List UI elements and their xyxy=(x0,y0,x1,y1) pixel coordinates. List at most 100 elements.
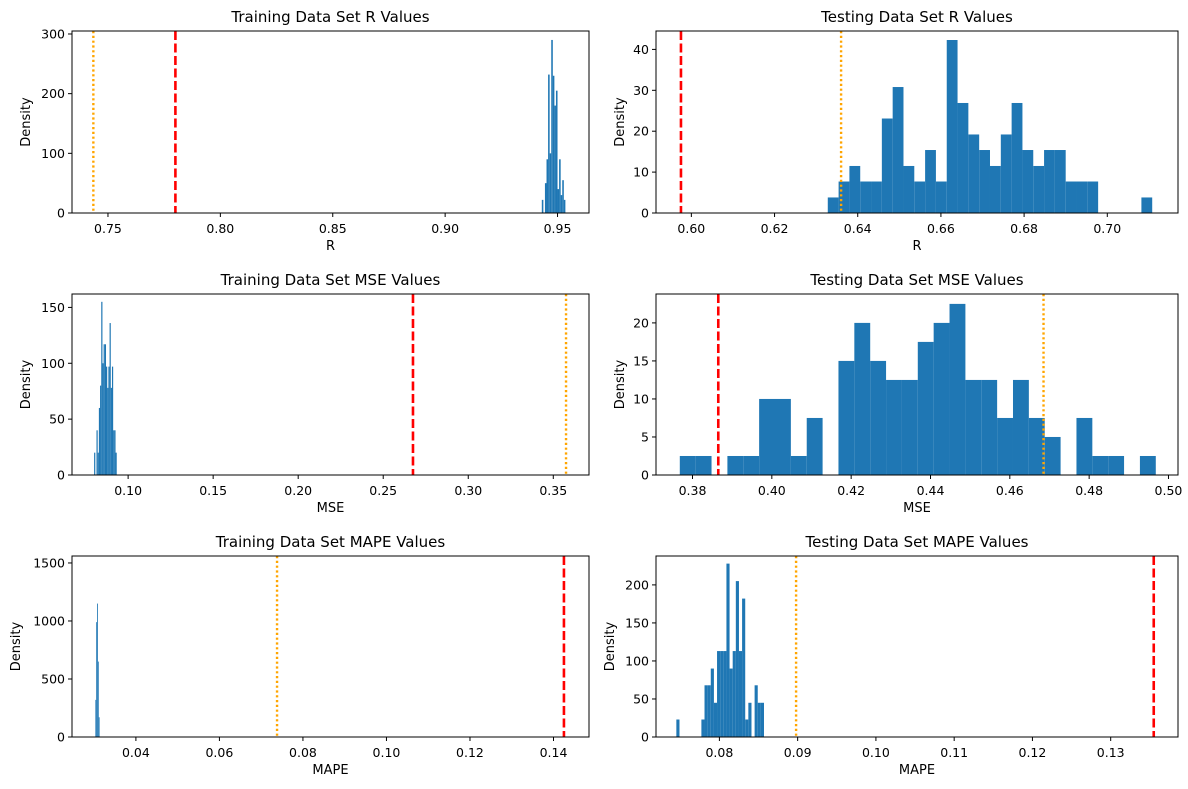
chart-title: Training Data Set MSE Values xyxy=(220,271,441,289)
histogram-bar xyxy=(94,452,96,475)
histogram-bar xyxy=(97,603,98,737)
y-tick-label: 0 xyxy=(641,730,649,745)
histogram-bar xyxy=(981,379,998,475)
histogram-bar xyxy=(806,417,823,475)
histogram-bar xyxy=(544,183,547,213)
y-tick-label: 40 xyxy=(633,42,649,57)
histogram-bar xyxy=(1000,134,1012,213)
x-tick-label: 0.95 xyxy=(544,221,572,236)
y-tick-label: 200 xyxy=(625,577,649,592)
x-tick-label: 0.40 xyxy=(758,483,786,498)
histogram-bar xyxy=(104,344,107,475)
histogram-bar xyxy=(849,165,861,213)
x-tick-label: 0.06 xyxy=(205,745,233,760)
y-tick-label: 1500 xyxy=(33,555,65,570)
histogram-bar xyxy=(100,385,102,475)
histogram-bar xyxy=(107,387,109,475)
histogram-bar xyxy=(903,165,915,213)
y-tick-label: 0 xyxy=(641,206,649,221)
y-tick-label: 10 xyxy=(633,391,649,406)
x-tick-label: 0.90 xyxy=(431,221,459,236)
histogram-bar xyxy=(115,452,117,475)
histogram-bar xyxy=(748,702,752,737)
y-axis-label: Density xyxy=(613,359,628,409)
histogram-bar xyxy=(754,685,758,737)
x-tick-label: 0.42 xyxy=(837,483,865,498)
histogram-bar xyxy=(732,651,736,737)
x-axis-label: MAPE xyxy=(312,763,348,778)
x-tick-label: 0.64 xyxy=(844,221,872,236)
y-tick-label: 50 xyxy=(633,691,649,706)
histogram-bar xyxy=(965,379,982,475)
y-tick-label: 20 xyxy=(633,124,649,139)
x-axis-label: MSE xyxy=(317,501,345,516)
histogram-bar xyxy=(108,366,110,475)
x-tick-label: 0.48 xyxy=(1075,483,1103,498)
histogram-bar xyxy=(757,702,761,737)
histogram-bar xyxy=(707,685,711,737)
histogram-bar xyxy=(1141,197,1153,213)
x-tick-label: 0.25 xyxy=(369,483,397,498)
x-tick-label: 0.12 xyxy=(1019,745,1047,760)
axes-frame xyxy=(71,555,590,738)
histogram-bar xyxy=(838,360,855,475)
y-tick-label: 100 xyxy=(41,356,65,371)
chart-panel-3: 0.10 0.15 0.20 0.25 0.30 0.35 0 50 100 150 Trainin… xyxy=(19,271,590,516)
y-tick-label: 0 xyxy=(641,468,649,483)
y-tick-label: 1000 xyxy=(33,613,65,628)
histogram-bar xyxy=(710,668,714,737)
x-tick-label: 0.46 xyxy=(996,483,1024,498)
chart-title: Testing Data Set R Values xyxy=(820,8,1013,26)
x-tick-label: 0.04 xyxy=(122,745,150,760)
histogram-bar xyxy=(704,685,708,737)
x-tick-label: 0.13 xyxy=(1097,745,1125,760)
y-tick-label: 100 xyxy=(625,653,649,668)
histogram-bar xyxy=(720,651,724,737)
histogram-bar xyxy=(96,430,98,475)
histogram-bar xyxy=(103,344,105,475)
histogram-bar xyxy=(925,150,936,213)
histogram-bar xyxy=(1044,150,1055,213)
histogram-bar xyxy=(101,301,103,475)
histogram-bar xyxy=(552,75,555,213)
histogram-bar xyxy=(1054,150,1066,213)
histogram-bar xyxy=(742,598,746,737)
y-axis-label: Density xyxy=(603,621,618,671)
histogram-bar xyxy=(1076,181,1088,213)
histogram-bar xyxy=(559,159,561,213)
histogram-bar xyxy=(548,74,550,213)
x-tick-label: 0.35 xyxy=(539,483,567,498)
histogram-bar xyxy=(546,159,549,213)
chart-panel-5: 0.04 0.06 0.08 0.10 0.12 0.14 0 500 1000 1500 Trai… xyxy=(9,533,590,778)
chart-title: Training Data Set MAPE Values xyxy=(215,533,446,551)
histogram-bar xyxy=(727,455,744,475)
histogram-bar xyxy=(563,199,566,213)
histogram-bar xyxy=(701,719,705,737)
y-tick-label: 10 xyxy=(633,165,649,180)
y-tick-label: 5 xyxy=(641,429,649,444)
histogram-bar xyxy=(1011,102,1023,213)
x-tick-label: 0.44 xyxy=(917,483,945,498)
histogram-bar xyxy=(1033,165,1045,213)
histogram-bar xyxy=(679,455,696,475)
histogram-bar xyxy=(98,717,100,737)
axes-frame xyxy=(71,30,590,214)
x-tick-label: 0.11 xyxy=(940,745,968,760)
x-axis-label: R xyxy=(326,239,335,254)
histogram-bar xyxy=(717,651,721,737)
histogram-bar xyxy=(713,702,718,737)
y-tick-label: 500 xyxy=(41,671,65,686)
histogram-bar xyxy=(1065,181,1077,213)
y-tick-label: 15 xyxy=(633,353,649,368)
histogram-bar xyxy=(775,398,791,475)
x-tick-label: 0.12 xyxy=(456,745,484,760)
histogram-bar xyxy=(110,387,112,475)
x-axis-label: MAPE xyxy=(899,763,935,778)
histogram-bar xyxy=(901,379,918,475)
histogram-bar xyxy=(838,181,850,213)
y-axis-label: Density xyxy=(19,359,34,409)
histogram-bar xyxy=(957,102,969,213)
x-axis-label: R xyxy=(912,239,921,254)
x-tick-label: 0.08 xyxy=(705,745,733,760)
y-tick-label: 150 xyxy=(625,615,649,630)
